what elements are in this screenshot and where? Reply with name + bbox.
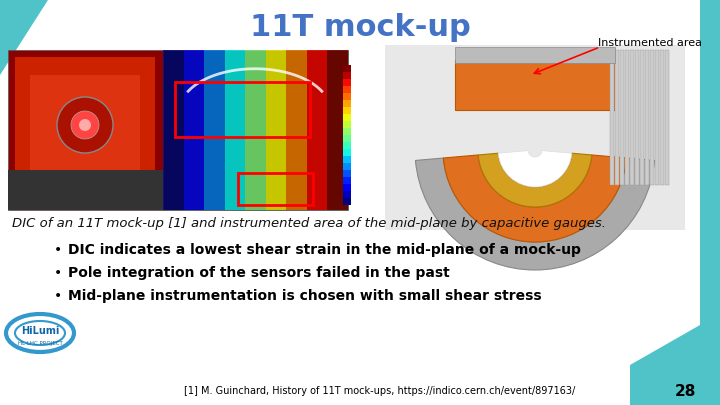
Bar	[163, 50, 184, 210]
Bar	[455, 47, 615, 63]
Text: 11T mock-up: 11T mock-up	[250, 13, 470, 41]
Text: [1] M. Guinchard, History of 11T mock-ups, https://indico.cern.ch/event/897163/: [1] M. Guinchard, History of 11T mock-up…	[184, 386, 575, 396]
Bar	[343, 149, 351, 156]
Bar	[645, 50, 649, 185]
Bar	[225, 50, 246, 210]
Bar	[650, 50, 654, 185]
Bar	[610, 50, 614, 185]
Bar	[343, 198, 351, 205]
Bar	[660, 50, 664, 185]
Bar	[8, 50, 163, 210]
Bar	[328, 50, 348, 210]
Bar	[343, 142, 351, 149]
Wedge shape	[415, 158, 654, 270]
Bar	[175, 82, 310, 137]
Bar	[246, 50, 266, 210]
Text: •: •	[54, 243, 62, 257]
Circle shape	[71, 111, 99, 139]
Bar	[238, 173, 313, 205]
Bar	[343, 163, 351, 170]
Bar	[635, 50, 639, 185]
Text: HiLumi: HiLumi	[21, 326, 59, 336]
Bar	[343, 100, 351, 107]
Text: •: •	[54, 266, 62, 280]
Polygon shape	[0, 0, 48, 75]
Bar	[700, 0, 720, 405]
Text: Pole integration of the sensors failed in the past: Pole integration of the sensors failed i…	[68, 266, 450, 280]
Bar	[343, 79, 351, 86]
Bar	[343, 177, 351, 184]
Bar	[343, 86, 351, 93]
Bar	[343, 114, 351, 121]
Bar	[343, 65, 351, 72]
Circle shape	[79, 119, 91, 131]
Polygon shape	[630, 325, 700, 405]
Bar	[184, 50, 204, 210]
Bar	[343, 93, 351, 100]
Text: Mid-plane instrumentation is chosen with small shear stress: Mid-plane instrumentation is chosen with…	[68, 289, 541, 303]
Text: HL·LHC PROJECT: HL·LHC PROJECT	[17, 341, 63, 345]
Text: 28: 28	[675, 384, 696, 399]
Wedge shape	[444, 155, 626, 242]
Bar	[665, 50, 669, 185]
Bar	[640, 50, 644, 185]
Bar	[343, 72, 351, 79]
Wedge shape	[478, 153, 592, 207]
Bar	[204, 50, 225, 210]
Bar	[343, 170, 351, 177]
Bar	[266, 50, 287, 210]
Bar	[307, 50, 328, 210]
Bar	[343, 135, 351, 142]
Bar	[385, 45, 685, 230]
Text: DIC of an 11T mock-up [1] and instrumented area of the mid-plane by capacitive g: DIC of an 11T mock-up [1] and instrument…	[12, 217, 606, 230]
Bar	[343, 191, 351, 198]
Bar	[15, 57, 155, 205]
Bar	[620, 50, 624, 185]
Bar	[163, 50, 348, 210]
Bar	[30, 75, 140, 195]
Bar	[455, 60, 615, 110]
Text: •: •	[54, 289, 62, 303]
Bar	[625, 50, 629, 185]
Bar	[630, 50, 634, 185]
Bar	[343, 121, 351, 128]
Bar	[343, 184, 351, 191]
Circle shape	[57, 97, 113, 153]
Bar	[287, 50, 307, 210]
Bar	[615, 50, 619, 185]
Bar	[8, 170, 163, 210]
Text: DIC indicates a lowest shear strain in the mid-plane of a mock-up: DIC indicates a lowest shear strain in t…	[68, 243, 581, 257]
Wedge shape	[498, 151, 572, 187]
Bar	[343, 128, 351, 135]
Bar	[343, 156, 351, 163]
Bar	[655, 50, 659, 185]
Text: Instrumented area: Instrumented area	[598, 38, 702, 48]
Bar	[343, 107, 351, 114]
